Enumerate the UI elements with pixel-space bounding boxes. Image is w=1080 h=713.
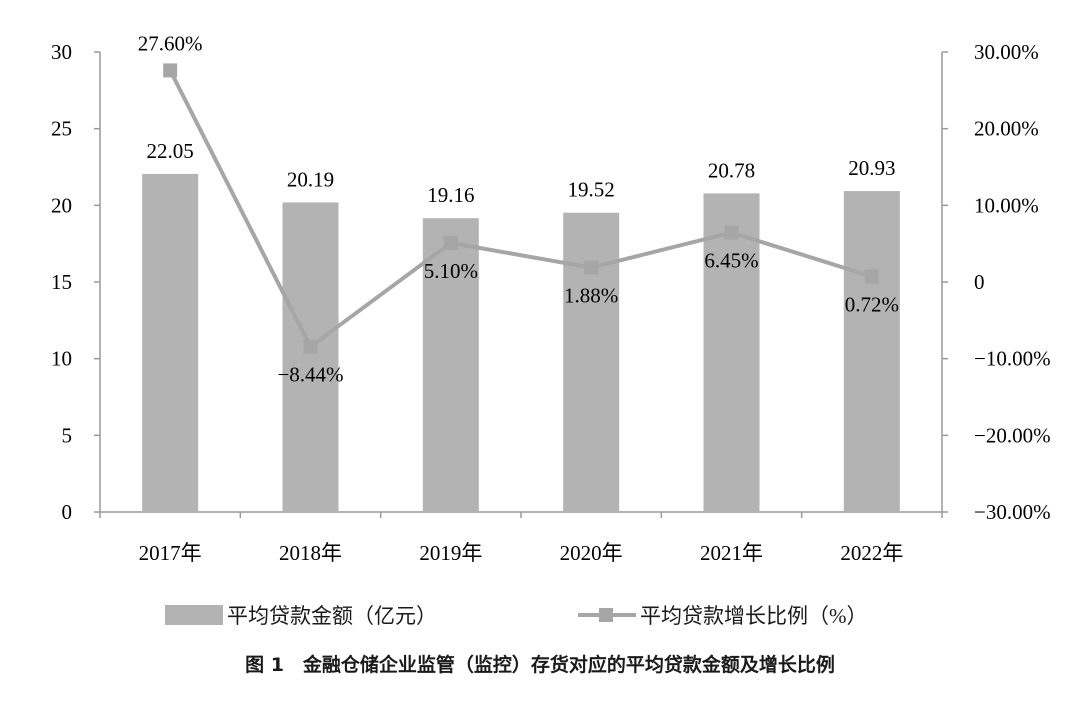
legend-item-bar: 平均贷款金额（亿元） bbox=[165, 600, 437, 630]
x-tick-label: 2017年 bbox=[139, 541, 202, 565]
line-data-label: 0.72% bbox=[845, 292, 899, 316]
line-series bbox=[168, 69, 873, 350]
y-left-tick-label: 10 bbox=[51, 347, 72, 371]
bar bbox=[843, 191, 900, 512]
legend-bar-label: 平均贷款金额（亿元） bbox=[227, 604, 437, 628]
y-right-tick-label: −20.00% bbox=[974, 423, 1051, 447]
line-marker bbox=[303, 339, 318, 354]
y-left-tick-label: 0 bbox=[62, 500, 73, 524]
line-marker bbox=[584, 260, 599, 275]
y-left-tick-label: 15 bbox=[51, 270, 72, 294]
bar bbox=[142, 173, 199, 512]
line-data-label: 1.88% bbox=[564, 284, 618, 308]
x-tick-label: 2021年 bbox=[700, 541, 763, 565]
line-marker bbox=[724, 225, 739, 240]
figure-caption: 图 1 金融仓储企业监管（监控）存货对应的平均贷款金额及增长比例 bbox=[245, 654, 835, 676]
bar-data-label: 20.19 bbox=[287, 167, 334, 191]
bar bbox=[282, 202, 339, 513]
bar-data-label: 22.05 bbox=[147, 139, 194, 163]
y-right-tick-label: 0 bbox=[974, 270, 985, 294]
line-marker bbox=[864, 269, 879, 284]
y-right-tick-label: 30.00% bbox=[974, 40, 1039, 64]
legend-bar-swatch bbox=[165, 605, 223, 625]
legend-line-swatch bbox=[578, 605, 636, 625]
y-right-tick-label: −30.00% bbox=[974, 500, 1051, 524]
x-tick-label: 2018年 bbox=[279, 541, 342, 565]
x-tick-label: 2019年 bbox=[419, 541, 482, 565]
y-left-tick-label: 25 bbox=[51, 117, 72, 141]
bar bbox=[703, 193, 760, 512]
y-left-tick-label: 5 bbox=[62, 423, 73, 447]
bar-data-label: 20.93 bbox=[848, 156, 895, 180]
line-marker bbox=[163, 63, 178, 78]
line-data-label: 5.10% bbox=[424, 259, 478, 283]
bar bbox=[563, 212, 620, 512]
x-tick-label: 2022年 bbox=[840, 541, 903, 565]
y-left-tick-label: 30 bbox=[51, 40, 72, 64]
bar-data-label: 19.16 bbox=[427, 183, 474, 207]
line-data-label: 6.45% bbox=[704, 249, 758, 273]
legend-item-line: 平均贷款增长比例（%） bbox=[578, 600, 868, 630]
line-marker bbox=[443, 235, 458, 250]
chart: 0 5 10 15 20 25 30 −30.00% −20.00% −10.00% 0 10.00%… bbox=[51, 31, 1051, 565]
line-data-label: 27.60% bbox=[138, 31, 203, 55]
legend-line-label: 平均贷款增长比例（%） bbox=[640, 604, 868, 628]
bar bbox=[422, 218, 479, 513]
y-right-tick-label: 10.00% bbox=[974, 193, 1039, 217]
y-left-tick-label: 20 bbox=[51, 193, 72, 217]
x-tick-label: 2020年 bbox=[560, 541, 623, 565]
line-data-label: −8.44% bbox=[277, 363, 343, 387]
y-right-tick-label: −10.00% bbox=[974, 347, 1051, 371]
bar-data-label: 19.52 bbox=[568, 178, 615, 202]
bar-data-label: 20.78 bbox=[708, 158, 755, 182]
y-right-tick-label: 20.00% bbox=[974, 117, 1039, 141]
